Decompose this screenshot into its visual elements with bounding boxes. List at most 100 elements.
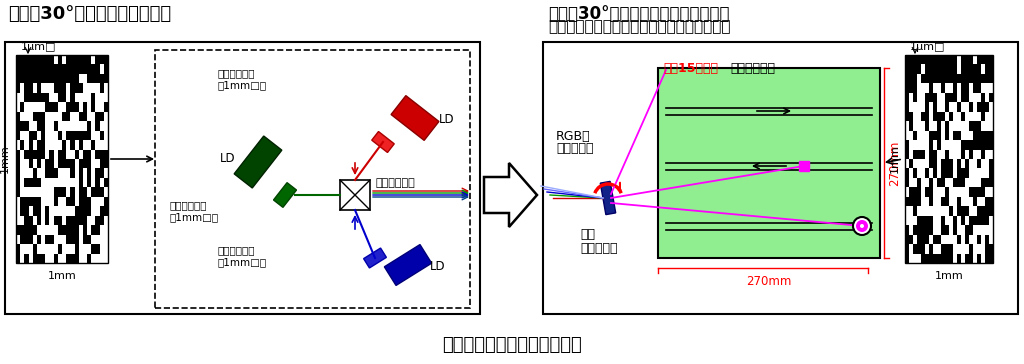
Bar xyxy=(929,93,933,102)
Bar xyxy=(909,112,913,121)
Bar xyxy=(921,112,925,121)
Bar xyxy=(945,244,949,254)
Text: 1mm: 1mm xyxy=(48,271,77,281)
Bar xyxy=(29,197,33,206)
Bar xyxy=(965,140,969,150)
Text: 270mm: 270mm xyxy=(746,275,792,288)
Bar xyxy=(99,169,103,178)
Bar xyxy=(95,55,99,64)
Bar xyxy=(913,244,918,254)
Bar xyxy=(981,187,985,197)
Bar xyxy=(929,216,933,225)
Bar xyxy=(961,178,965,187)
Bar xyxy=(41,140,45,150)
Bar xyxy=(45,206,49,216)
Bar xyxy=(37,55,41,64)
Bar xyxy=(67,102,71,112)
Bar xyxy=(925,55,929,64)
Bar xyxy=(981,178,985,187)
Bar xyxy=(929,159,933,169)
Bar xyxy=(913,74,918,83)
Bar xyxy=(62,93,67,102)
Bar xyxy=(973,131,977,140)
Bar xyxy=(103,74,108,83)
Bar xyxy=(16,55,108,263)
Polygon shape xyxy=(364,248,386,268)
Bar xyxy=(99,74,103,83)
Bar xyxy=(918,64,921,74)
Bar xyxy=(925,187,929,197)
Bar xyxy=(103,102,108,112)
Bar xyxy=(949,93,953,102)
Bar xyxy=(83,225,87,235)
Bar xyxy=(37,74,41,83)
Bar xyxy=(965,169,969,178)
Bar xyxy=(925,121,929,131)
Bar xyxy=(929,74,933,83)
Polygon shape xyxy=(234,136,282,188)
Bar xyxy=(941,254,945,263)
Bar xyxy=(945,55,949,64)
Bar xyxy=(913,64,918,74)
Bar xyxy=(957,197,961,206)
Bar xyxy=(95,121,99,131)
Text: RGBの: RGBの xyxy=(556,130,591,143)
Circle shape xyxy=(856,220,868,232)
Bar xyxy=(965,83,969,93)
Bar xyxy=(103,150,108,159)
Bar xyxy=(29,225,33,235)
Bar xyxy=(965,206,969,216)
Bar xyxy=(79,64,83,74)
Bar xyxy=(977,140,981,150)
Text: 1μm□: 1μm□ xyxy=(22,42,56,52)
Bar xyxy=(75,83,79,93)
Bar xyxy=(985,235,989,244)
Bar xyxy=(71,197,75,206)
Bar xyxy=(62,159,67,169)
Bar xyxy=(75,102,79,112)
Bar xyxy=(67,159,71,169)
Bar xyxy=(57,159,62,169)
Bar xyxy=(37,178,41,187)
Bar xyxy=(83,112,87,121)
Bar xyxy=(913,169,918,178)
Bar xyxy=(99,206,103,216)
Bar xyxy=(918,150,921,159)
Bar xyxy=(16,225,20,235)
Bar xyxy=(957,206,961,216)
Bar xyxy=(75,244,79,254)
Bar xyxy=(53,216,57,225)
Bar xyxy=(921,55,925,64)
Bar xyxy=(20,74,25,83)
Bar xyxy=(985,55,989,64)
Bar xyxy=(989,140,993,150)
Bar xyxy=(37,197,41,206)
Bar xyxy=(925,102,929,112)
Bar xyxy=(941,159,945,169)
Bar xyxy=(33,150,37,159)
Bar xyxy=(20,121,25,131)
Bar xyxy=(989,93,993,102)
Bar xyxy=(25,150,29,159)
Bar xyxy=(75,64,79,74)
Bar xyxy=(87,169,91,178)
Text: 1mm: 1mm xyxy=(890,145,900,173)
Bar xyxy=(918,187,921,197)
Bar xyxy=(155,50,470,308)
Bar xyxy=(973,187,977,197)
Bar xyxy=(20,55,25,64)
Bar xyxy=(62,74,67,83)
Bar xyxy=(91,140,95,150)
Bar xyxy=(945,121,949,131)
Bar xyxy=(929,244,933,254)
Bar xyxy=(929,225,933,235)
Bar xyxy=(49,150,53,159)
Bar xyxy=(937,131,941,140)
Bar xyxy=(929,55,933,64)
Bar xyxy=(33,178,37,187)
Bar xyxy=(913,83,918,93)
Bar xyxy=(45,235,49,244)
Bar xyxy=(957,235,961,244)
Bar xyxy=(909,121,913,131)
Bar xyxy=(933,102,937,112)
